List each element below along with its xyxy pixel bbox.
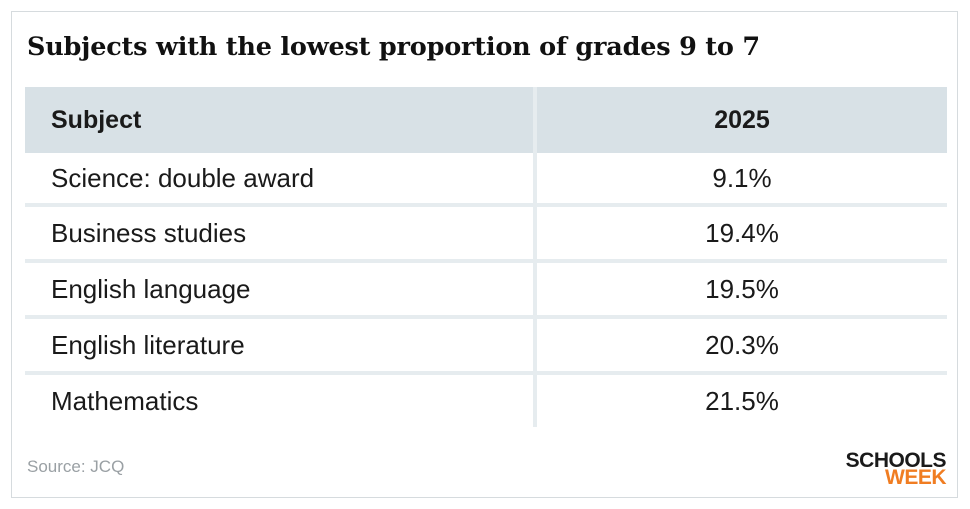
table-row: Science: double award 9.1% <box>25 153 947 203</box>
logo-line-schools: SCHOOLS <box>845 449 947 472</box>
value-cell: 19.5% <box>537 259 947 315</box>
table-header-row: Subject 2025 <box>25 87 947 153</box>
schools-week-logo: SCHOOLS WEEK <box>845 449 947 489</box>
value-cell: 9.1% <box>537 153 947 203</box>
column-header-year: 2025 <box>537 87 947 153</box>
source-note: Source: JCQ <box>27 457 125 476</box>
subject-cell: Mathematics <box>25 371 537 427</box>
value-cell: 21.5% <box>537 371 947 427</box>
chart-frame: Subjects with the lowest proportion of g… <box>11 11 958 498</box>
table-row: English language 19.5% <box>25 259 947 315</box>
chart-title: Subjects with the lowest proportion of g… <box>27 32 760 62</box>
value-cell: 19.4% <box>537 203 947 259</box>
value-cell: 20.3% <box>537 315 947 371</box>
table-row: English literature 20.3% <box>25 315 947 371</box>
logo-line-week: WEEK <box>885 466 947 489</box>
table-row: Mathematics 21.5% <box>25 371 947 427</box>
subject-cell: Business studies <box>25 203 537 259</box>
subject-cell: English language <box>25 259 537 315</box>
data-table: Subject 2025 Science: double award 9.1% … <box>25 87 947 427</box>
column-header-subject: Subject <box>25 87 537 153</box>
subject-cell: Science: double award <box>25 153 537 203</box>
subject-cell: English literature <box>25 315 537 371</box>
table-row: Business studies 19.4% <box>25 203 947 259</box>
